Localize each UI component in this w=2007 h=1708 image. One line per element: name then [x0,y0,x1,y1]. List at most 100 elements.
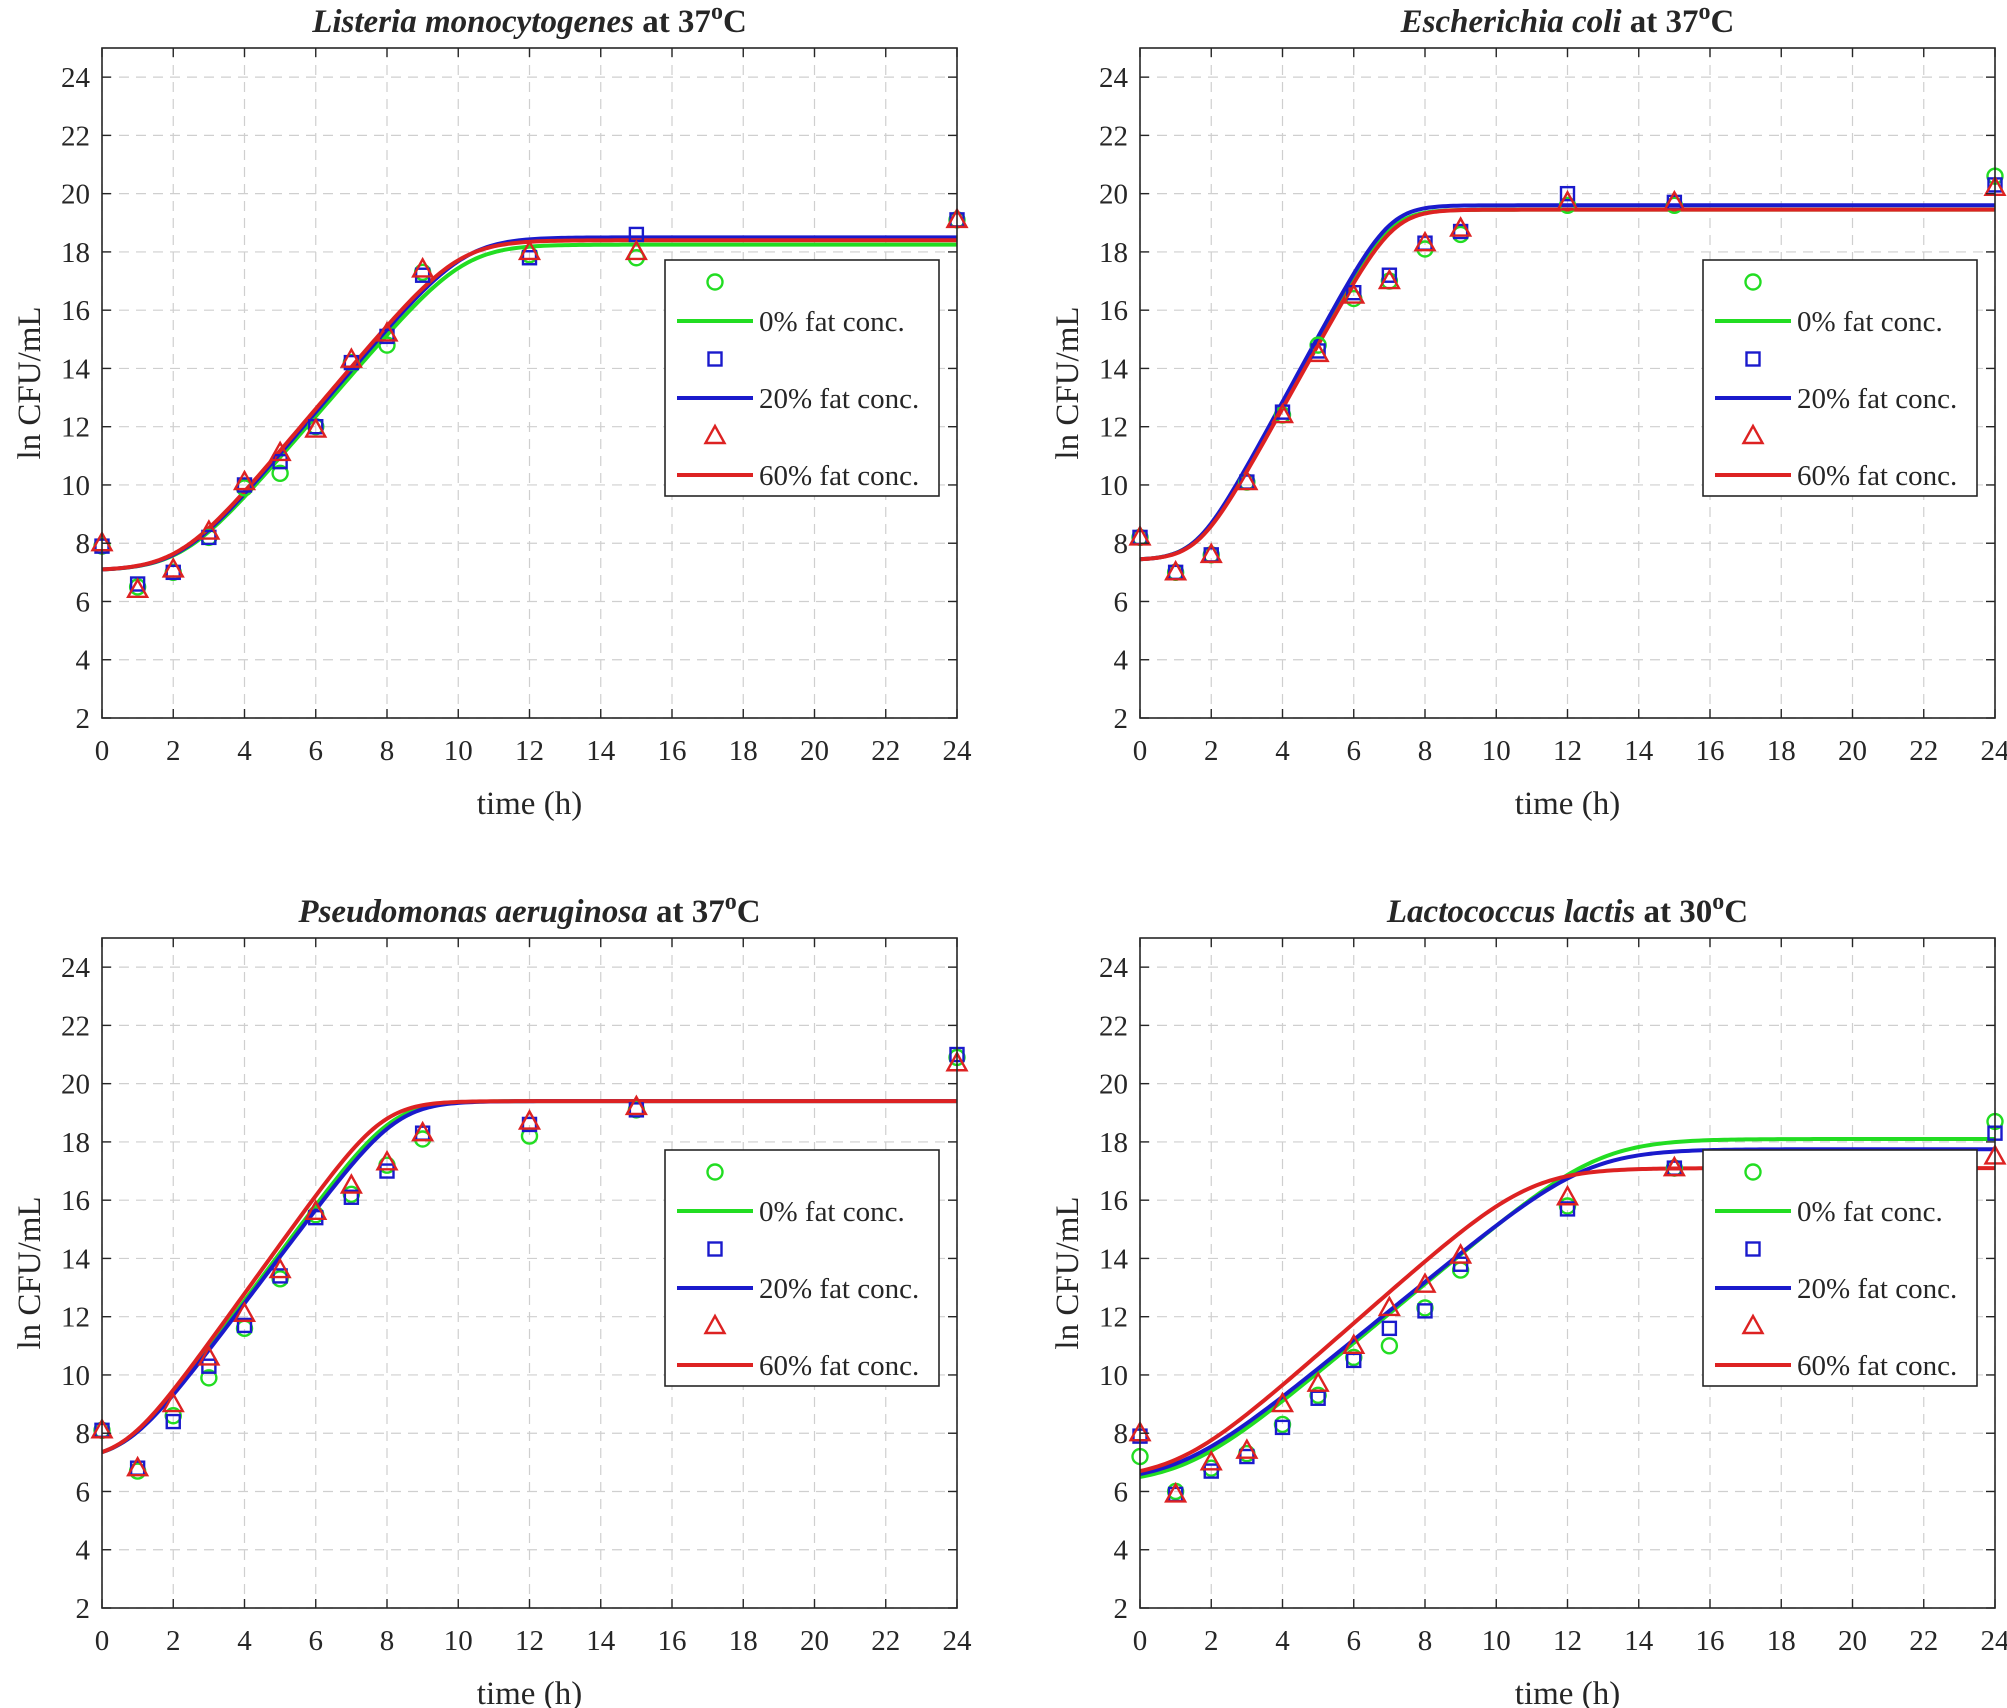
title-organism: Lactococcus lactis [1386,894,1635,930]
data-point [517,239,542,261]
legend: 0% fat conc. 20% fat conc. 60% fat conc. [1702,1149,1978,1387]
data-point [1199,542,1223,564]
y-tick-label: 2 [1114,703,1129,735]
y-axis-label: ln CFU/mL [1050,1196,1086,1349]
y-tick-label: 10 [61,1360,90,1392]
y-tick-label: 6 [1114,586,1129,618]
data-point [1377,268,1401,290]
data-point [232,1301,257,1322]
y-tick-label: 14 [1099,1243,1129,1275]
legend: 0% fat conc. 20% fat conc. 60% fat conc. [664,259,940,497]
x-tick-label: 2 [166,1625,181,1657]
data-point [378,336,396,354]
data-point [304,1199,328,1221]
x-tick-label: 8 [380,735,395,767]
legend-label: 60% fat conc. [1797,460,1957,492]
y-tick-label: 18 [1099,237,1128,269]
x-tick-label: 14 [1624,1625,1654,1657]
legend-marker [1745,1241,1761,1257]
legend-label: 60% fat conc. [759,460,919,492]
legend-box [664,259,940,497]
y-tick-label: 4 [76,1535,91,1567]
y-tick-label: 24 [1099,952,1129,984]
x-tick-label: 16 [658,735,687,767]
chart-panel: 0 2 4 6 8 10 12 14 16 18 20 22 242468101214161820222… [12,889,972,1708]
x-tick-label: 22 [871,735,900,767]
y-tick-label: 14 [1099,353,1129,385]
data-point [1235,1438,1259,1459]
data-point [232,469,257,491]
data-point [375,321,399,342]
legend-label: 0% fat conc. [1797,1196,1943,1228]
y-tick-label: 22 [61,1010,90,1042]
legend-marker [703,1313,727,1335]
data-point [197,519,221,540]
data-point [1377,1295,1401,1317]
legend: 0% fat conc. 20% fat conc. 60% fat conc. [664,1149,940,1387]
title-organism: Escherichia coli [1400,4,1623,40]
y-tick-label: 18 [1099,1127,1128,1159]
data-point [1164,1481,1188,1503]
y-tick-label: 14 [61,1243,91,1275]
legend-label: 0% fat conc. [759,1196,905,1228]
legend-label: 20% fat conc. [759,1273,919,1305]
legend-label: 60% fat conc. [1797,1350,1957,1382]
x-tick-label: 14 [586,735,616,767]
data-point [272,453,288,470]
data-point [1662,1155,1686,1177]
data-point [411,256,435,278]
data-point [339,1173,363,1194]
data-point [375,1149,399,1171]
legend-label: 20% fat conc. [1797,1273,1957,1305]
data-point [517,1109,542,1130]
y-tick-label: 12 [1099,1302,1128,1334]
y-tick-label: 22 [1099,1010,1128,1042]
x-tick-label: 8 [1418,735,1433,767]
y-tick-label: 6 [1114,1476,1129,1508]
x-tick-label: 24 [1981,1625,2007,1657]
legend-label: 0% fat conc. [759,306,905,338]
data-point [1270,402,1295,424]
x-tick-label: 0 [1133,1625,1148,1657]
x-tick-label: 8 [1418,1625,1433,1657]
legend-label: 20% fat conc. [1797,383,1957,415]
data-point [1449,1243,1473,1264]
chart-panel: 0 2 4 6 8 10 12 14 16 18 20 22 242468101214161820222… [1050,889,2007,1708]
legend: 0% fat conc. 20% fat conc. 60% fat conc. [1702,259,1978,497]
x-tick-label: 4 [1275,735,1290,767]
legend-label: 60% fat conc. [759,1350,919,1382]
x-tick-label: 14 [586,1625,616,1657]
title-unit: C [723,4,747,40]
x-axis-label: time (h) [1515,786,1620,822]
x-tick-label: 20 [800,1625,829,1657]
y-tick-label: 20 [61,1069,90,1101]
data-point [1559,1201,1576,1217]
x-axis-label: time (h) [1515,1676,1620,1708]
x-tick-label: 10 [444,735,473,767]
x-tick-label: 12 [1553,735,1582,767]
y-tick-label: 24 [1099,62,1129,94]
legend-box [1702,1149,1978,1387]
y-tick-label: 4 [1114,1535,1129,1567]
x-tick-label: 18 [1767,735,1796,767]
chart-title: Escherichia coli at 37oC [1400,0,1735,40]
y-tick-label: 6 [76,1476,91,1508]
x-tick-label: 4 [1275,1625,1290,1657]
legend-marker [1744,273,1762,291]
title-unit: C [1711,4,1735,40]
y-tick-label: 20 [1099,1069,1128,1101]
data-point [1199,1449,1223,1471]
title-organism: Pseudomonas aeruginosa [297,894,647,930]
y-tick-label: 12 [61,412,90,444]
data-point [126,1455,150,1477]
x-tick-label: 6 [1347,1625,1362,1657]
title-temperature: at 37 [648,894,725,930]
y-tick-label: 2 [76,703,91,735]
data-point [1306,1371,1330,1392]
chart-panel: 0 2 4 6 8 10 12 14 16 18 20 22 242468101214161820222… [12,0,972,822]
data-point [1164,559,1188,581]
title-unit: C [737,894,761,930]
y-tick-label: 24 [61,62,91,94]
data-point [1413,1272,1437,1293]
